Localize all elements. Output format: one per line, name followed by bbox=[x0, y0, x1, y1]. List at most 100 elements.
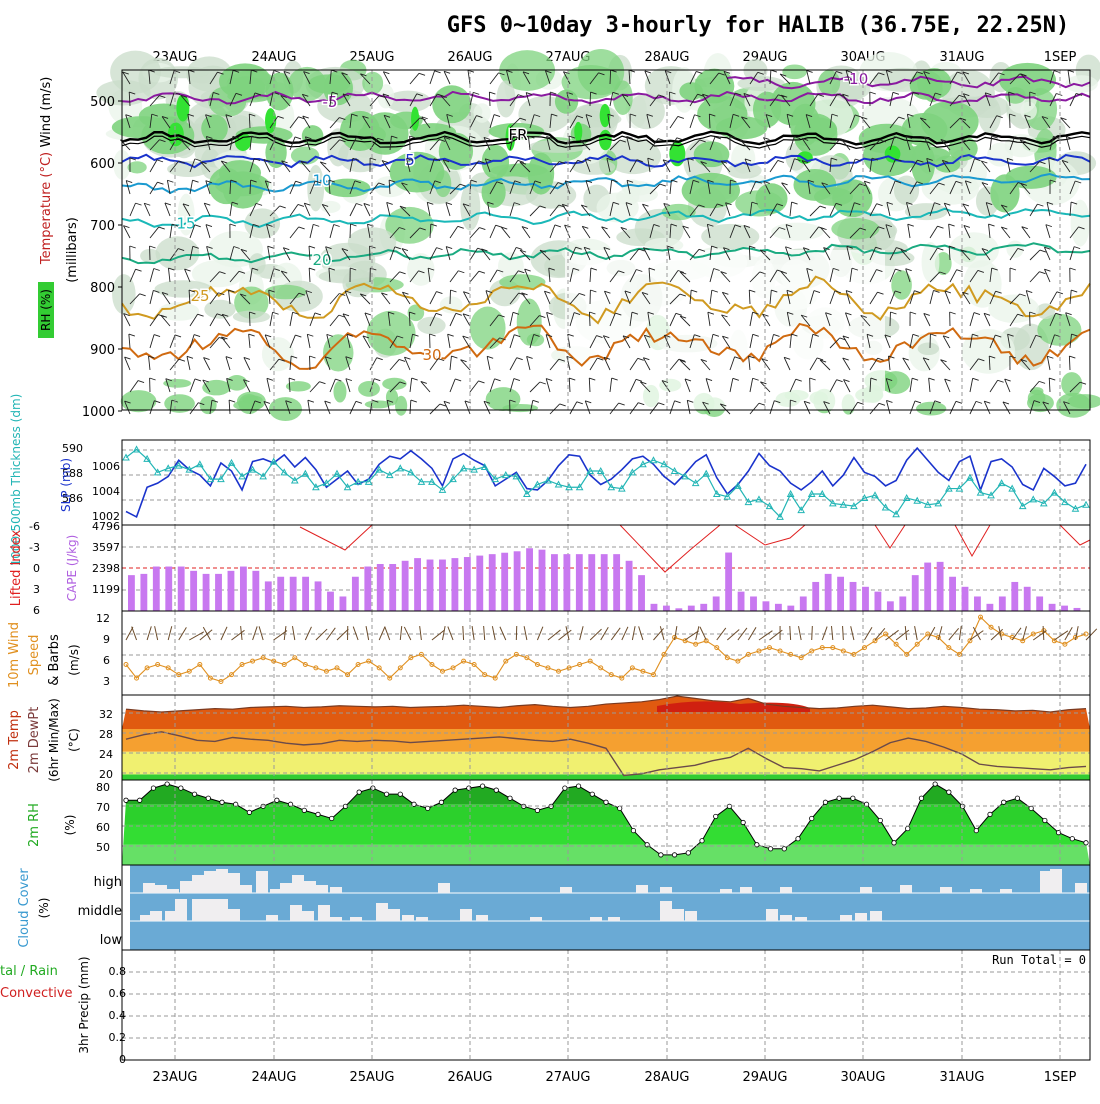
rh-marker bbox=[974, 828, 978, 832]
cape-bar bbox=[290, 577, 297, 611]
cape-bar bbox=[651, 604, 658, 611]
cape-bar bbox=[178, 567, 185, 611]
cloud-high-bar bbox=[143, 883, 155, 893]
rh-shade-high bbox=[555, 90, 578, 114]
cape-bar bbox=[315, 581, 322, 611]
wind10-label-a: 10m Wind bbox=[7, 622, 22, 688]
cape-bar bbox=[215, 574, 222, 611]
wind10-barb bbox=[580, 626, 583, 640]
rh-marker bbox=[206, 796, 210, 800]
wind10-barb bbox=[379, 627, 385, 640]
rh-marker bbox=[892, 841, 896, 845]
rh-marker bbox=[138, 798, 142, 802]
cape-axis-label: CAPE (J/kg) bbox=[65, 535, 79, 602]
rh-marker bbox=[302, 808, 306, 812]
date-label-top: 28AUG bbox=[644, 50, 689, 65]
wind10-barb bbox=[790, 626, 791, 640]
rh-shade-low bbox=[1056, 393, 1091, 418]
rh-marker bbox=[700, 839, 704, 843]
li-axis-label: Lifted Index bbox=[9, 529, 24, 606]
cape-bar bbox=[775, 604, 782, 611]
rh-shade-high bbox=[697, 96, 747, 132]
rh-marker bbox=[919, 796, 923, 800]
wind10-barb bbox=[831, 626, 832, 640]
cape-bar bbox=[539, 550, 546, 611]
wind10-barb bbox=[959, 626, 961, 640]
rh-shade-max bbox=[600, 104, 611, 127]
rh-tick: 80 bbox=[96, 781, 110, 794]
cape-bar bbox=[962, 587, 969, 611]
rh-marker bbox=[782, 847, 786, 851]
wind10-barb bbox=[822, 627, 827, 640]
rh-marker bbox=[1043, 818, 1047, 822]
rh-marker bbox=[933, 782, 937, 786]
cloud-high-bar bbox=[180, 881, 192, 893]
rh-shade-high bbox=[755, 183, 787, 213]
cape-bar bbox=[912, 575, 919, 611]
cloud-mid-bar bbox=[840, 915, 852, 921]
cape-bar bbox=[937, 562, 944, 611]
rh-shade bbox=[771, 223, 824, 241]
wind10-tick: 3 bbox=[103, 675, 110, 688]
rh-shade bbox=[922, 242, 940, 282]
rh-marker bbox=[1084, 841, 1088, 845]
cloud-high-bar bbox=[155, 885, 167, 893]
cape-bar bbox=[389, 564, 396, 611]
rh-marker bbox=[878, 818, 882, 822]
date-label-bottom: 30AUG bbox=[840, 1070, 885, 1085]
wind10-barb bbox=[727, 630, 739, 640]
cloud-high-bar bbox=[1075, 883, 1087, 893]
cloud-level-label: low bbox=[100, 933, 123, 948]
cloud-mid-bar bbox=[350, 917, 362, 921]
rh-marker bbox=[124, 798, 128, 802]
cape-bar bbox=[464, 557, 471, 611]
rh-marker bbox=[837, 796, 841, 800]
cape-bar bbox=[638, 575, 645, 611]
cape-bar bbox=[265, 581, 272, 611]
cape-bar bbox=[165, 567, 172, 611]
contour-label: FR bbox=[508, 126, 527, 144]
wind10-barb bbox=[292, 626, 294, 640]
cloud-mid-bar bbox=[175, 899, 187, 921]
cloud-mid-bar bbox=[204, 899, 216, 921]
rh-marker bbox=[151, 786, 155, 790]
cape-bar bbox=[501, 553, 508, 611]
rh-marker bbox=[316, 812, 320, 816]
rh-shade-high bbox=[432, 85, 471, 123]
rh-shade bbox=[628, 94, 665, 130]
rh-marker bbox=[1029, 806, 1033, 810]
cape-bar bbox=[563, 554, 570, 611]
rh-shade-low bbox=[395, 396, 407, 416]
cloud-high-bar bbox=[970, 889, 982, 893]
wind10-barb bbox=[420, 626, 422, 640]
wind10-barb bbox=[843, 626, 844, 640]
cape-bar bbox=[862, 587, 869, 611]
rh-marker bbox=[810, 816, 814, 820]
panel-frame bbox=[122, 611, 1090, 695]
wind10-unit: (m/s) bbox=[67, 644, 81, 675]
cape-bar bbox=[302, 577, 309, 611]
wind10-barb bbox=[696, 626, 699, 640]
cape-bar bbox=[128, 575, 135, 611]
wind10-barb bbox=[241, 626, 242, 640]
rh-marker bbox=[535, 808, 539, 812]
cloud-high-bar bbox=[192, 875, 204, 893]
wind10-barb bbox=[639, 626, 643, 640]
cape-bar bbox=[588, 554, 595, 611]
rh-marker bbox=[618, 806, 622, 810]
wind10-barb bbox=[548, 630, 561, 640]
rh-marker bbox=[851, 796, 855, 800]
wind10-barb bbox=[231, 630, 244, 640]
cape-bar bbox=[949, 577, 956, 611]
cape-bar bbox=[738, 592, 745, 611]
rh-marker bbox=[714, 814, 718, 818]
wind-barb bbox=[409, 312, 410, 326]
rh-marker bbox=[906, 826, 910, 830]
rh-shade-low bbox=[916, 402, 946, 416]
wind10-tick: 9 bbox=[103, 633, 110, 646]
cloud-mid-bar bbox=[192, 899, 204, 921]
cape-bar bbox=[1061, 606, 1068, 611]
